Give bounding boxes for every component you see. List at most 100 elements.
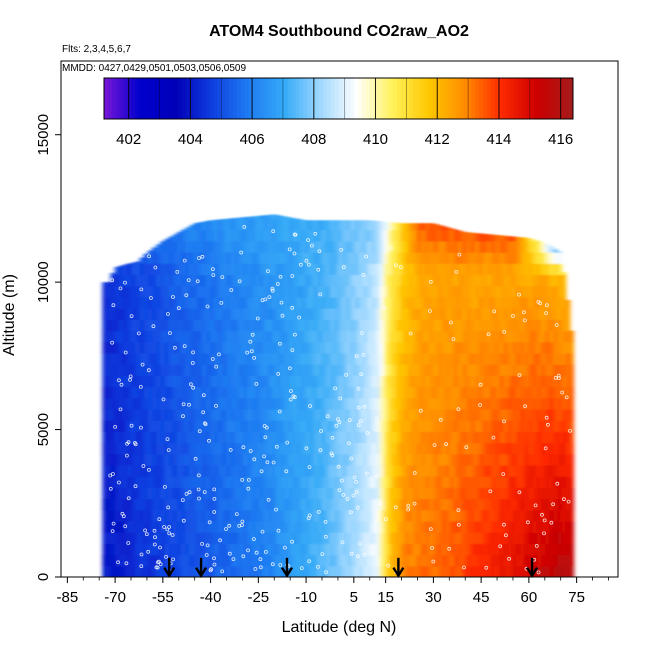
heatmap-cell — [189, 476, 195, 488]
heatmap-cell — [226, 364, 232, 376]
heatmap-cell — [462, 420, 468, 432]
heatmap-cell — [449, 431, 455, 444]
observation-point — [287, 247, 292, 252]
heatmap-cell — [172, 375, 178, 388]
heatmap-cell — [317, 397, 323, 410]
heatmap-cell — [114, 520, 120, 533]
observation-point — [318, 292, 323, 297]
heatmap-cell — [209, 386, 215, 399]
heatmap-cell — [491, 319, 497, 332]
heatmap-cell — [272, 252, 277, 264]
heatmap-cell — [346, 453, 352, 466]
heatmap-cell — [251, 386, 257, 399]
observation-point — [171, 557, 176, 562]
heatmap-cell — [321, 532, 327, 544]
colorbar-segment — [115, 78, 121, 119]
heatmap-cell — [135, 532, 141, 544]
colorbar-segment — [162, 78, 168, 119]
heatmap-cell — [454, 319, 459, 332]
heatmap-cell — [363, 263, 368, 276]
observation-point — [267, 295, 272, 300]
heatmap-cell — [346, 509, 352, 522]
observation-point — [117, 480, 121, 485]
heatmap-cell — [569, 431, 575, 444]
heatmap-cell — [420, 431, 426, 444]
heatmap-cell — [483, 274, 488, 287]
heatmap-cell — [160, 532, 166, 544]
heatmap-cell — [272, 554, 277, 567]
heatmap-cell — [553, 364, 559, 376]
heatmap-cell — [350, 464, 356, 477]
heatmap-cell — [512, 352, 517, 365]
heatmap-cell — [189, 565, 195, 577]
heatmap-cell — [197, 319, 203, 332]
colorbar-segment — [530, 78, 535, 119]
heatmap-cell — [379, 221, 385, 231]
heatmap-cell — [524, 532, 530, 544]
heatmap-cell — [135, 397, 141, 410]
heatmap-cell — [358, 252, 364, 264]
heatmap-cell — [400, 352, 406, 365]
observation-point — [341, 492, 346, 497]
heatmap-cell — [218, 240, 223, 253]
heatmap-cell — [470, 232, 476, 242]
heatmap-cell — [309, 532, 314, 544]
heatmap-cell — [516, 319, 521, 332]
heatmap-cell — [272, 341, 277, 354]
heatmap-cell — [416, 341, 422, 354]
heatmap-cell — [462, 375, 468, 388]
heatmap-cell — [396, 487, 401, 500]
observation-points — [108, 224, 572, 575]
heatmap-cell — [284, 397, 290, 410]
heatmap-cell — [507, 397, 513, 410]
heatmap-cell — [565, 487, 571, 500]
heatmap-cell — [110, 330, 116, 343]
heatmap-cell — [375, 532, 381, 544]
heatmap-cell — [309, 364, 314, 376]
heatmap-cell — [280, 386, 286, 399]
heatmap-cell — [536, 241, 542, 253]
heatmap-cell — [255, 520, 261, 533]
heatmap-cell — [507, 420, 513, 432]
heatmap-cell — [218, 509, 223, 522]
heatmap-cell — [499, 352, 505, 365]
heatmap-cell — [458, 532, 463, 544]
observation-point — [517, 373, 522, 378]
heatmap-cell — [185, 308, 190, 320]
observation-point — [245, 350, 250, 355]
heatmap-cell — [549, 565, 554, 577]
heatmap-cell — [296, 375, 302, 388]
heatmap-cell — [346, 319, 352, 332]
heatmap-cell — [445, 296, 451, 309]
heatmap-cell — [267, 408, 273, 421]
heatmap-cell — [127, 308, 132, 320]
heatmap-cell — [557, 442, 563, 455]
colorbar-segment — [361, 78, 367, 119]
heatmap-cell — [478, 453, 484, 466]
heatmap-cell — [176, 453, 182, 466]
heatmap-cell — [193, 263, 199, 276]
heatmap-cell — [462, 397, 468, 410]
heatmap-cell — [247, 476, 252, 488]
heatmap-cell — [189, 274, 195, 287]
heatmap-cell — [449, 263, 455, 276]
heatmap-cell — [131, 464, 137, 477]
heatmap-cell — [176, 285, 182, 298]
heatmap-cell — [172, 341, 178, 354]
heatmap-cell — [520, 296, 526, 309]
heatmap-cell — [267, 229, 273, 242]
heatmap-cell — [487, 476, 492, 488]
heatmap-cell — [218, 420, 223, 432]
heatmap-cell — [363, 543, 368, 556]
heatmap-cell — [483, 285, 488, 298]
heatmap-cell — [197, 274, 203, 287]
heatmap-cell — [334, 431, 339, 444]
heatmap-cell — [135, 408, 141, 421]
heatmap-cell — [478, 252, 484, 264]
heatmap-cell — [218, 554, 223, 567]
heatmap-cell — [247, 554, 252, 567]
heatmap-cell — [205, 263, 211, 276]
heatmap-cell — [226, 565, 232, 577]
heatmap-cell — [247, 442, 252, 455]
heatmap-cell — [404, 319, 410, 332]
